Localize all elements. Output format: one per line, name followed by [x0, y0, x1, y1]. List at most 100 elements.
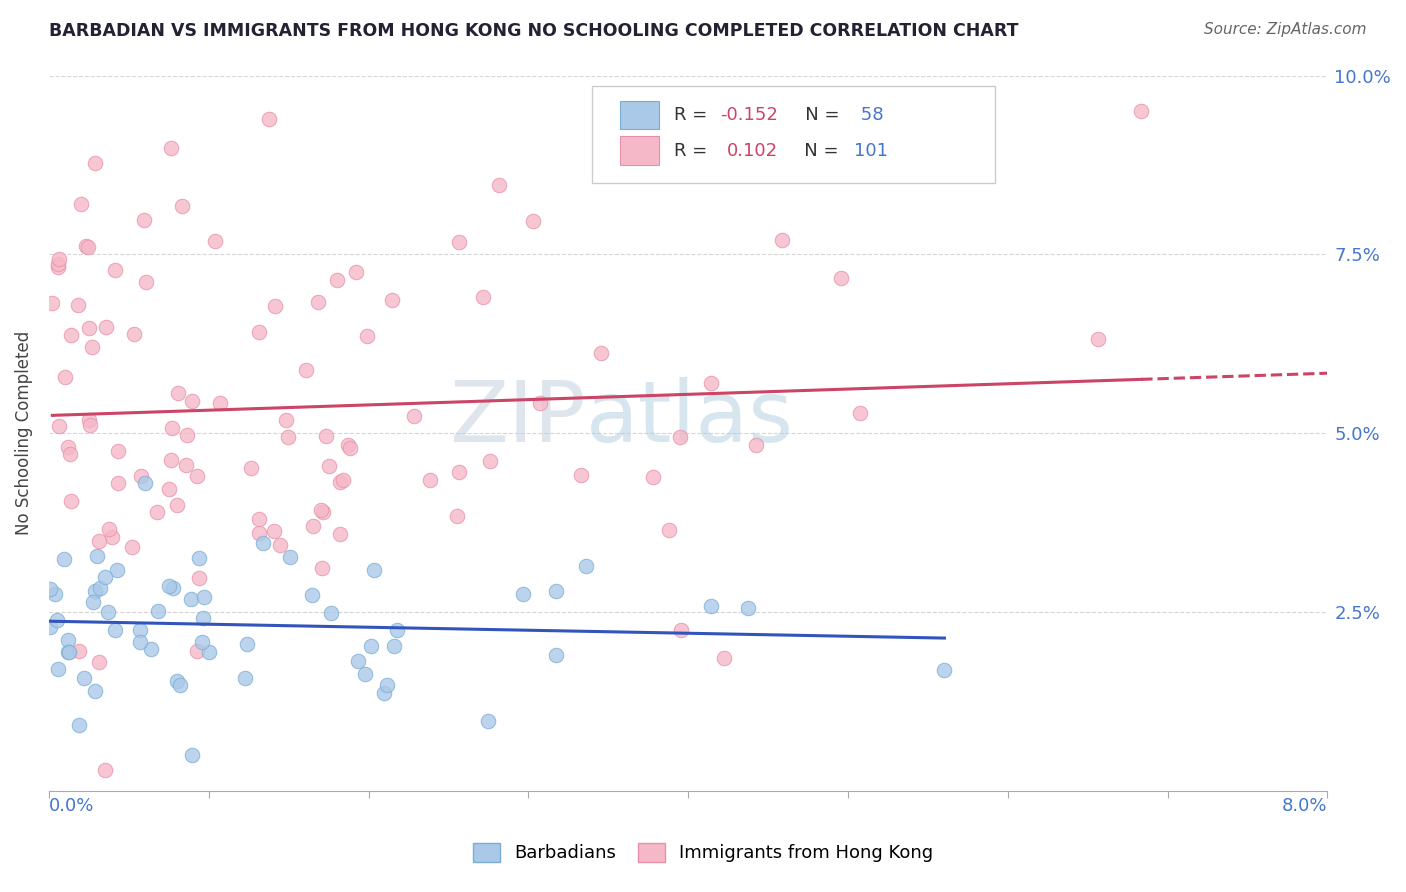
Point [658, 523, 681, 537]
Text: atlas: atlas [586, 377, 794, 460]
Legend: Barbadians, Immigrants from Hong Kong: Barbadians, Immigrants from Hong Kong [465, 836, 941, 870]
Point [419, 473, 441, 487]
Point [186, 469, 208, 483]
FancyBboxPatch shape [620, 136, 659, 165]
Point [176, 427, 198, 442]
Point [98, 522, 121, 536]
Point [488, 178, 510, 192]
Point [166, 498, 188, 512]
Text: 101: 101 [853, 142, 887, 160]
Point [48, 252, 70, 267]
Point [67, 297, 90, 311]
Text: N =: N = [786, 142, 844, 160]
Point [89, 534, 111, 549]
Point [56, 645, 79, 659]
Point [700, 376, 723, 391]
Point [180, 592, 202, 607]
FancyBboxPatch shape [620, 101, 659, 129]
Point [41, 296, 63, 310]
Point [79, 417, 101, 432]
Text: N =: N = [787, 106, 845, 124]
Point [191, 634, 214, 648]
Point [713, 650, 735, 665]
Point [191, 611, 214, 625]
Point [146, 604, 169, 618]
Point [529, 396, 551, 410]
Point [233, 671, 256, 685]
Point [48, 257, 70, 271]
Point [56, 633, 79, 648]
Point [478, 454, 501, 468]
Point [247, 325, 270, 339]
Point [307, 295, 329, 310]
Point [337, 438, 360, 452]
Point [311, 561, 333, 575]
Point [569, 468, 592, 483]
Point [280, 550, 302, 565]
Point [86, 549, 108, 563]
Point [295, 363, 318, 377]
Point [186, 644, 208, 658]
Point [53, 551, 76, 566]
Point [59, 447, 82, 461]
Point [82, 594, 104, 608]
Point [101, 530, 124, 544]
Point [737, 601, 759, 615]
Point [208, 396, 231, 410]
Point [264, 299, 287, 313]
Point [139, 641, 162, 656]
Point [180, 394, 202, 409]
Point [73, 671, 96, 685]
Point [477, 714, 499, 728]
Point [77, 412, 100, 426]
Point [176, 458, 198, 472]
Point [347, 654, 370, 668]
Point [83, 584, 105, 599]
Point [39, 582, 62, 596]
Point [160, 141, 183, 155]
Point [187, 551, 209, 566]
Point [59, 328, 82, 343]
Point [772, 233, 794, 247]
Point [329, 475, 352, 490]
Text: R =: R = [673, 106, 713, 124]
Point [67, 718, 90, 732]
Point [382, 639, 405, 653]
Text: R =: R = [673, 142, 718, 160]
Point [75, 239, 97, 253]
Point [402, 409, 425, 423]
Point [107, 444, 129, 458]
Text: BARBADIAN VS IMMIGRANTS FROM HONG KONG NO SCHOOLING COMPLETED CORRELATION CHART: BARBADIAN VS IMMIGRANTS FROM HONG KONG N… [49, 22, 1019, 40]
Point [329, 526, 352, 541]
Point [669, 430, 692, 444]
Point [39, 620, 62, 634]
FancyBboxPatch shape [592, 87, 995, 183]
Point [55, 369, 77, 384]
Point [162, 421, 184, 435]
Point [277, 429, 299, 443]
Point [94, 320, 117, 334]
Point [56, 440, 79, 454]
Point [387, 623, 409, 637]
Point [172, 199, 194, 213]
Text: 0.102: 0.102 [727, 142, 778, 160]
Point [312, 505, 335, 519]
Point [1087, 332, 1109, 346]
Point [360, 639, 382, 653]
Point [699, 599, 721, 613]
Point [167, 385, 190, 400]
Point [77, 321, 100, 335]
Point [934, 663, 956, 677]
Point [146, 505, 169, 519]
Point [544, 584, 567, 599]
Point [46, 260, 69, 275]
Point [319, 607, 342, 621]
Point [471, 290, 494, 304]
Point [105, 563, 128, 577]
Point [1130, 104, 1153, 119]
Point [94, 763, 117, 777]
Point [339, 442, 361, 456]
Point [512, 586, 534, 600]
Point [87, 655, 110, 669]
Point [157, 579, 180, 593]
